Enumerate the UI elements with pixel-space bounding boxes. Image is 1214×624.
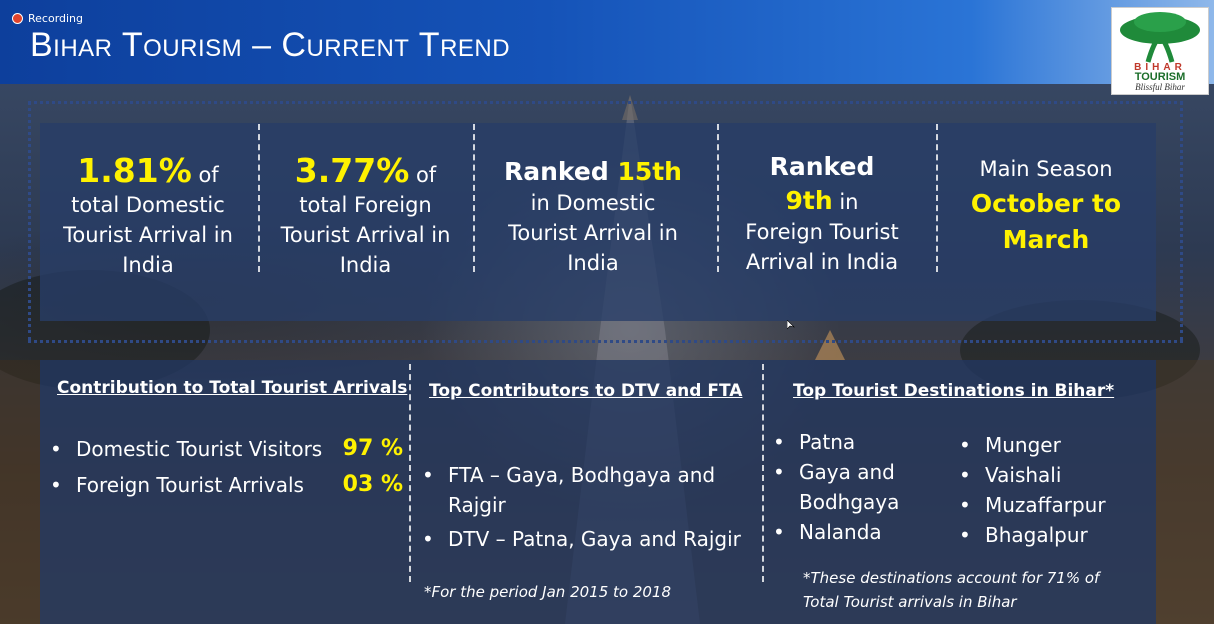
dotted-frame-right xyxy=(1180,101,1183,341)
stats-divider xyxy=(717,124,719,272)
stat-prefix: Ranked xyxy=(769,152,875,181)
record-icon xyxy=(12,13,23,24)
bodhi-tree-icon xyxy=(1120,12,1200,63)
recording-label: Recording xyxy=(28,12,84,25)
list-item: DTV – Patna, Gaya and Rajgir xyxy=(420,524,755,554)
details-divider xyxy=(409,364,411,582)
bihar-tourism-logo: BIHAR TOURISM Blissful Bihar xyxy=(1111,7,1209,95)
mouse-cursor-icon xyxy=(787,320,795,330)
period-footnote: *For the period Jan 2015 to 2018 xyxy=(424,583,672,601)
contribution-value: 97 % xyxy=(342,436,403,461)
list-item: Munger xyxy=(957,430,1147,460)
stat-value: 3.77% xyxy=(294,151,410,190)
stat-foreign-share: 3.77% of total Foreign Tourist Arrival i… xyxy=(268,154,463,280)
stats-divider xyxy=(258,124,260,272)
recording-indicator: Recording xyxy=(12,12,83,25)
stat-suffix: in xyxy=(832,190,859,214)
stat-suffix: of xyxy=(409,163,437,187)
stat-suffix: of xyxy=(191,163,219,187)
stat-description: total Domestic Tourist Arrival in India xyxy=(63,193,233,277)
list-item: Muzaffarpur xyxy=(957,490,1147,520)
slide-header: Bihar Tourism – Current Trend Recording xyxy=(0,0,1214,84)
stat-description: Foreign Tourist Arrival in India xyxy=(745,220,899,274)
stat-prefix: Main Season xyxy=(979,157,1113,181)
contribution-list: Domestic Tourist Visitors 97 % Foreign T… xyxy=(48,434,403,500)
contribution-label: Domestic Tourist Visitors xyxy=(76,437,323,461)
list-item: Gaya and Bodhgaya xyxy=(771,457,931,517)
contributors-list: FTA – Gaya, Bodhgaya and Rajgir DTV – Pa… xyxy=(420,460,755,554)
list-item: Bhagalpur xyxy=(957,520,1147,550)
slide-title: Bihar Tourism – Current Trend xyxy=(30,26,511,64)
list-item: Patna xyxy=(771,427,931,457)
stat-description: total Foreign Tourist Arrival in India xyxy=(280,193,451,277)
destinations-list-right: Munger Vaishali Muzaffarpur Bhagalpur xyxy=(957,430,1147,550)
list-item: Nalanda xyxy=(771,517,931,547)
contributors-heading: Top Contributors to DTV and FTA xyxy=(429,381,743,401)
stat-main-season: Main Season October to March xyxy=(956,154,1136,258)
stat-value: 9th xyxy=(785,186,833,215)
contribution-heading: Contribution to Total Tourist Arrivals xyxy=(57,378,408,398)
destinations-footnote: *These destinations account for 71% of T… xyxy=(803,569,1100,611)
dotted-frame-top xyxy=(28,101,1183,104)
stat-prefix: Ranked xyxy=(504,157,618,186)
contribution-value: 03 % xyxy=(342,472,403,497)
stats-divider xyxy=(473,124,475,272)
stat-domestic-rank: Ranked 15th in Domestic Tourist Arrival … xyxy=(493,157,693,278)
stat-foreign-rank: Ranked 9th in Foreign Tourist Arrival in… xyxy=(737,152,907,277)
destinations-list-left: Patna Gaya and Bodhgaya Nalanda xyxy=(771,427,931,547)
details-divider xyxy=(762,364,764,582)
stat-domestic-share: 1.81% of total Domestic Tourist Arrival … xyxy=(48,154,248,280)
stat-description: in Domestic Tourist Arrival in India xyxy=(508,191,678,275)
list-item: Vaishali xyxy=(957,460,1147,490)
list-item: Foreign Tourist Arrivals 03 % xyxy=(48,470,403,500)
stats-panel xyxy=(40,123,1156,321)
contribution-label: Foreign Tourist Arrivals xyxy=(76,473,304,497)
stat-value: 15th xyxy=(617,157,682,186)
stat-value: October to March xyxy=(970,189,1122,254)
logo-text-bihar: BIHAR xyxy=(1134,62,1186,73)
stats-divider xyxy=(936,124,938,272)
dotted-frame-bottom xyxy=(28,340,1183,343)
stat-value: 1.81% xyxy=(77,151,192,190)
destinations-heading: Top Tourist Destinations in Bihar* xyxy=(793,381,1115,401)
list-item: FTA – Gaya, Bodhgaya and Rajgir xyxy=(420,460,755,520)
logo-text-tourism: TOURISM xyxy=(1134,71,1186,83)
dotted-frame-left xyxy=(28,101,31,341)
list-item: Domestic Tourist Visitors 97 % xyxy=(48,434,403,464)
logo-tagline: Blissful Bihar xyxy=(1135,82,1185,92)
